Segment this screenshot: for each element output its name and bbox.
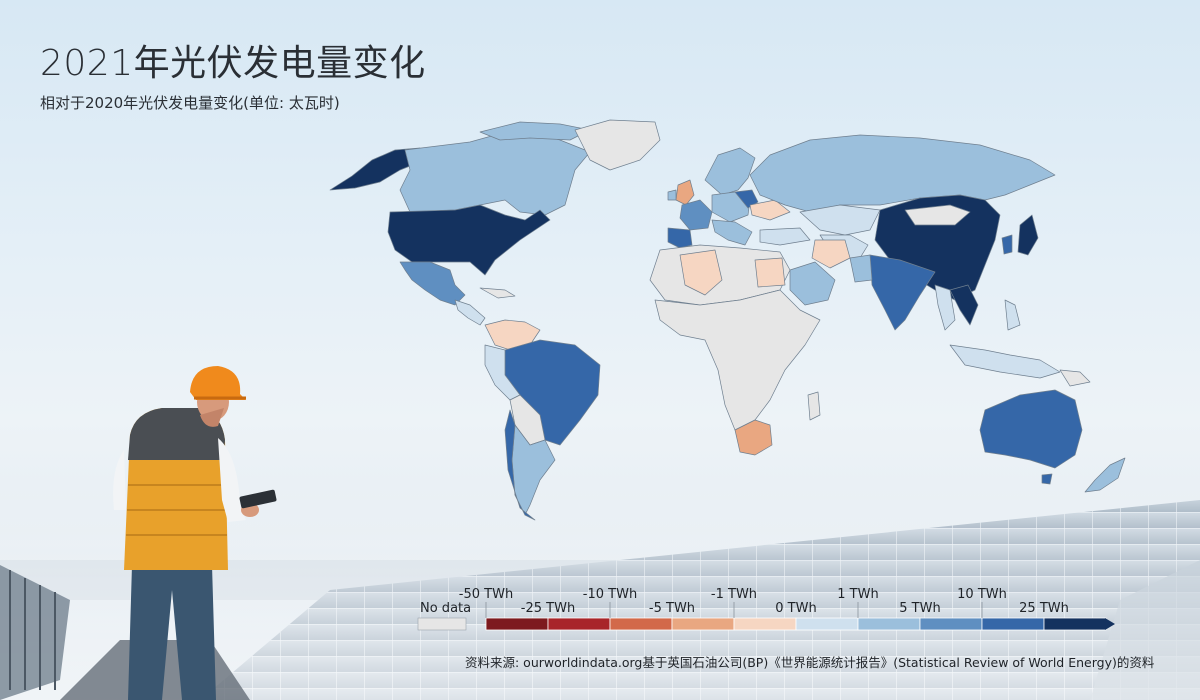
region-tasmania [1041,473,1053,485]
legend-bin [485,617,549,631]
legend-color-bar [485,617,1107,631]
helmet-icon [190,366,246,400]
region-japan [1017,214,1039,256]
legend-tick-label-bottom: 25 TWh [1019,601,1069,616]
legend-tick-label-bottom: 5 TWh [899,601,940,616]
legend-bin [547,617,611,631]
legend-bin [795,617,859,631]
region-papua [1059,369,1091,387]
legend-tick-label-top: -1 TWh [711,587,757,602]
legend-bin [857,617,921,631]
region-canada-islands [479,121,591,141]
legend-tick-label-top: -50 TWh [459,587,513,602]
region-spain [667,227,693,249]
region-philippines [1004,299,1021,331]
region-new-zealand [1084,457,1126,493]
region-ireland [667,189,677,201]
legend-bin [919,617,983,631]
legend-tick-label-top: -10 TWh [583,587,637,602]
region-south-africa [734,419,773,456]
legend-bin [671,617,735,631]
region-usa [387,204,551,276]
region-southeast-asia [949,284,979,326]
solar-panel-rack-left [0,565,70,700]
legend-tick-label-bottom: 0 TWh [775,601,816,616]
region-kazakhstan [799,204,881,236]
region-india [869,254,936,331]
legend-no-data-label: No data [420,601,471,616]
legend-top-labels: -50 TWh -10 TWh -1 TWh 1 TWh 10 TWh [459,587,1007,618]
legend-tick-label-top: 10 TWh [957,587,1007,602]
page-title: 2021年光伏发电量变化 [40,43,426,84]
region-pakistan [849,254,873,283]
legend-bin [609,617,673,631]
legend-bin [1043,617,1107,631]
region-caribbean [479,287,516,299]
legend-tick-label-top: 1 TWh [837,587,878,602]
legend-bottom-labels: -25 TWh -5 TWh 0 TWh 5 TWh 25 TWh [521,601,1069,616]
region-madagascar [807,391,821,421]
region-greenland [574,119,661,171]
region-mongolia [904,204,971,226]
region-italy-balkans [711,219,753,246]
region-france [679,199,713,231]
region-venezuela-colombia [484,319,541,351]
region-ukraine [749,199,791,221]
legend-tick-label-bottom: -5 TWh [649,601,695,616]
region-scandinavia [704,147,756,196]
legend: No data -50 TWh -10 TWh -1 TWh 1 TWh 10 TWh … [417,587,1115,631]
worker-arm [218,438,246,522]
region-central-africa [654,289,821,431]
region-chile [504,409,536,521]
region-canada [399,127,591,216]
region-russia [749,134,1056,213]
legend-bin [981,617,1045,631]
region-indonesia [949,344,1061,379]
region-egypt [754,257,786,288]
legend-bin [733,617,797,631]
region-poland [734,189,759,209]
region-korea [1001,234,1013,255]
tablet [239,489,277,509]
worker-illustration [113,366,277,700]
legend-arrow-icon [1105,618,1115,630]
region-turkey [759,227,811,246]
region-saudi-arabia [789,261,836,306]
worker-jeans [128,565,216,700]
page-subtitle: 相对于2020年光伏发电量变化(单位: 太瓦时) [40,94,340,112]
region-uk [675,179,695,206]
legend-tick-label-bottom: -25 TWh [521,601,575,616]
region-algeria [679,249,723,296]
region-australia [979,389,1083,469]
legend-no-data-swatch [417,617,467,631]
region-mexico [399,261,466,306]
region-thailand-myanmar [934,284,956,331]
region-central-america [454,299,486,326]
region-iran [811,239,851,269]
source-note: 资料来源: ourworldindata.org基于英国石油公司(BP)《世界能… [465,655,1155,670]
